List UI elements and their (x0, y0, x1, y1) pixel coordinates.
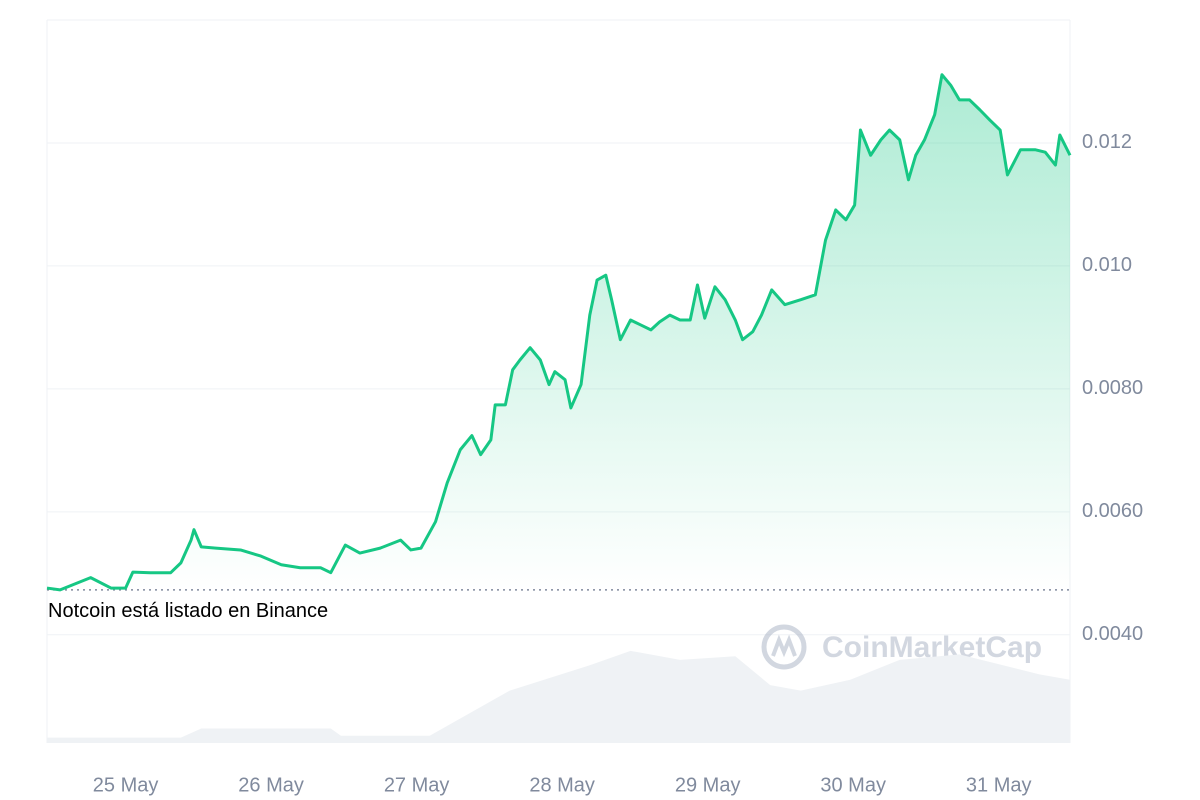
reference-label: Notcoin está listado en Binance (48, 600, 328, 622)
x-tick-label: 31 May (966, 774, 1032, 796)
x-tick-label: 26 May (238, 774, 304, 796)
watermark-logo (761, 624, 807, 670)
x-tick-label: 29 May (675, 774, 741, 796)
volume-area (47, 650, 1070, 743)
y-tick-label: 0.0080 (1082, 377, 1143, 399)
y-tick-label: 0.012 (1082, 131, 1132, 153)
x-tick-label: 27 May (384, 774, 450, 796)
price-line (46, 73, 1072, 592)
x-tick-label: 28 May (529, 774, 595, 796)
x-tick-label: 30 May (820, 774, 886, 796)
price-area (47, 74, 1070, 590)
marks: Notcoin está listado en Binance (46, 73, 1072, 743)
y-tick-label: 0.0040 (1082, 623, 1143, 645)
y-tick-label: 0.010 (1082, 254, 1132, 276)
x-tick-label: 25 May (93, 774, 159, 796)
y-tick-label: 0.0060 (1082, 500, 1143, 522)
